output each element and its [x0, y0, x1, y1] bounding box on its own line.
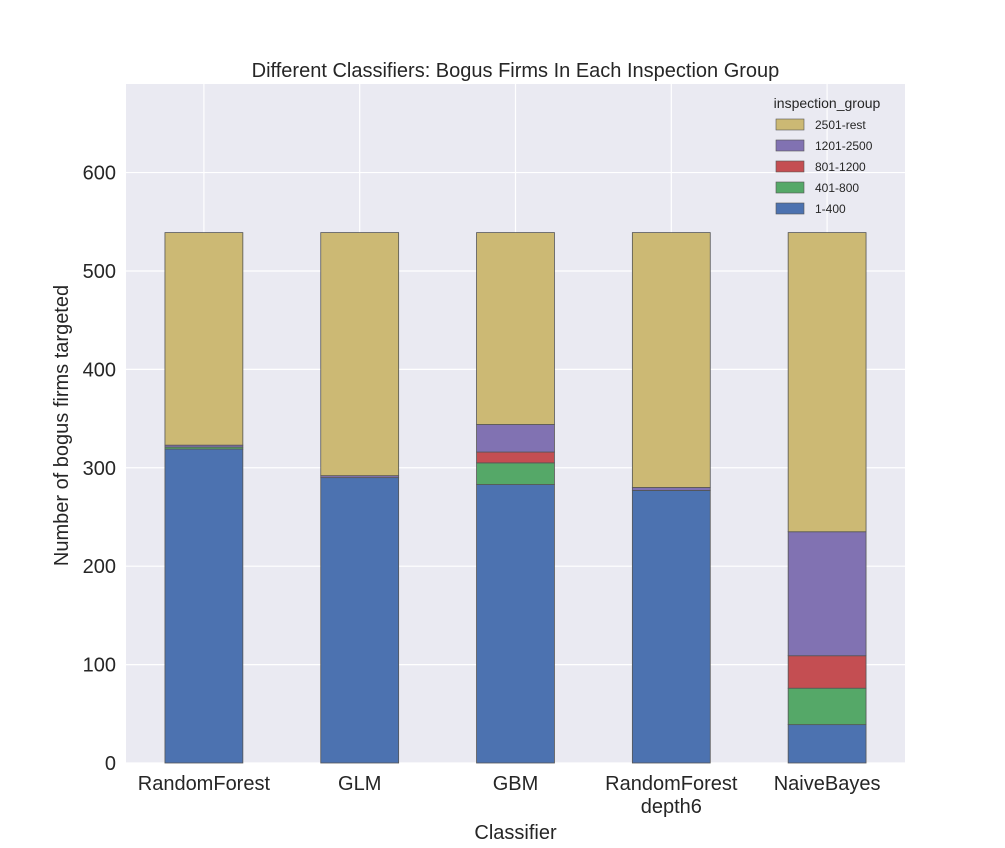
- legend-label-801-1200: 801-1200: [815, 160, 866, 174]
- legend-swatch-1201-2500: [775, 139, 805, 152]
- legend: inspection_group 2501-rest 1201-2500 801-12…: [774, 95, 881, 216]
- x-tick-label: GBM: [493, 773, 539, 795]
- legend-label-1-400: 1-400: [815, 202, 846, 216]
- x-tick-label: depth6: [641, 796, 702, 818]
- bar-segment-2501-rest-NaiveBayes: [787, 232, 867, 533]
- legend-label-2501-rest: 2501-rest: [815, 118, 866, 132]
- x-axis-label: Classifier: [474, 822, 557, 844]
- bar-segment-1-400-NaiveBayes: [787, 724, 867, 764]
- y-tick-label: 300: [83, 458, 116, 480]
- bar-segment-2501-rest-GBM: [476, 232, 555, 425]
- x-tick-label: GLM: [338, 773, 381, 795]
- legend-swatch-2501-rest: [775, 118, 805, 131]
- bar-segment-1201-2500-GBM: [476, 424, 555, 453]
- y-tick-label: 500: [83, 261, 116, 283]
- bar-segment-401-800-GBM: [476, 462, 555, 485]
- legend-swatch-1-400: [775, 202, 805, 215]
- x-tick-label: RandomForest: [605, 773, 738, 795]
- bar-segment-1-400-GLM: [320, 477, 400, 764]
- y-tick-label: 100: [83, 655, 116, 677]
- x-tick-label: RandomForest: [138, 773, 271, 795]
- bar-segment-1-400-RandomForest: [164, 448, 244, 764]
- y-tick-label: 600: [83, 163, 116, 185]
- x-tick-label: NaiveBayes: [774, 773, 881, 795]
- bar-segment-1-400-GBM: [476, 484, 555, 764]
- y-tick-label: 200: [83, 556, 116, 578]
- legend-label-401-800: 401-800: [815, 181, 859, 195]
- bar-segment-1201-2500-RandomForest-depth6: [631, 487, 711, 491]
- bar-segment-801-1200-NaiveBayes: [787, 655, 867, 689]
- bar-segment-1-400-RandomForest-depth6: [631, 490, 711, 764]
- bar-segment-1201-2500-NaiveBayes: [787, 531, 867, 657]
- chart-title: Different Classifiers: Bogus Firms In Ea…: [252, 60, 780, 82]
- legend-swatch-401-800: [775, 181, 805, 194]
- y-tick-label: 400: [83, 359, 116, 381]
- legend-swatch-801-1200: [775, 160, 805, 173]
- legend-title: inspection_group: [774, 95, 881, 111]
- bar-segment-801-1200-GBM: [476, 451, 555, 464]
- bar-segment-2501-rest-RandomForest: [164, 232, 244, 446]
- bar-segment-2501-rest-RandomForest-depth6: [631, 232, 711, 488]
- y-tick-label: 0: [105, 753, 116, 775]
- y-axis-label: Number of bogus firms targeted: [51, 285, 73, 566]
- legend-label-1201-2500: 1201-2500: [815, 139, 873, 153]
- bar-segment-401-800-NaiveBayes: [787, 687, 867, 726]
- bar-segment-2501-rest-GLM: [320, 232, 400, 477]
